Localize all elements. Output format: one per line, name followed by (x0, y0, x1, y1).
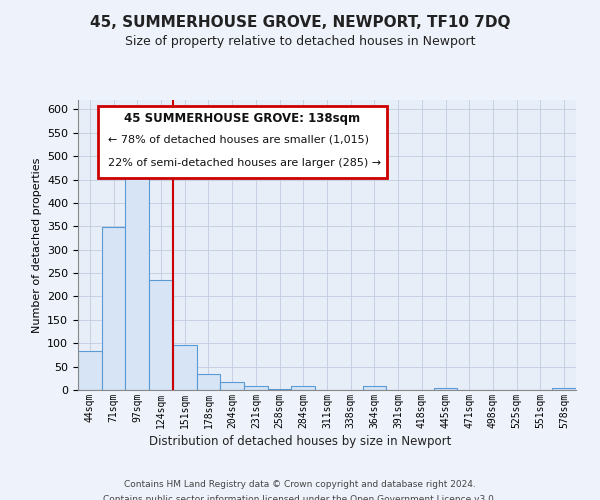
Bar (552, 388, 576, 390)
FancyBboxPatch shape (98, 106, 387, 178)
Text: Distribution of detached houses by size in Newport: Distribution of detached houses by size … (149, 435, 451, 448)
Text: Size of property relative to detached houses in Newport: Size of property relative to detached ho… (125, 35, 475, 48)
Bar (173, 344, 197, 390)
Text: ← 78% of detached houses are smaller (1,015): ← 78% of detached houses are smaller (1,… (108, 135, 369, 145)
Text: Contains public sector information licensed under the Open Government Licence v3: Contains public sector information licen… (103, 495, 497, 500)
Bar (125, 168, 149, 390)
Bar (292, 386, 315, 390)
Bar (362, 386, 386, 390)
Bar (197, 374, 220, 390)
Text: 45, SUMMERHOUSE GROVE, NEWPORT, TF10 7DQ: 45, SUMMERHOUSE GROVE, NEWPORT, TF10 7DQ (90, 15, 510, 30)
Bar (78, 351, 102, 390)
Text: Contains HM Land Registry data © Crown copyright and database right 2024.: Contains HM Land Registry data © Crown c… (124, 480, 476, 489)
Bar (220, 382, 244, 390)
Text: 45 SUMMERHOUSE GROVE: 138sqm: 45 SUMMERHOUSE GROVE: 138sqm (124, 112, 361, 124)
Bar (102, 227, 125, 390)
Bar (149, 280, 173, 390)
Bar (434, 388, 457, 390)
Text: 22% of semi-detached houses are larger (285) →: 22% of semi-detached houses are larger (… (108, 158, 381, 168)
Y-axis label: Number of detached properties: Number of detached properties (32, 158, 41, 332)
Bar (268, 388, 292, 390)
Bar (244, 386, 268, 390)
